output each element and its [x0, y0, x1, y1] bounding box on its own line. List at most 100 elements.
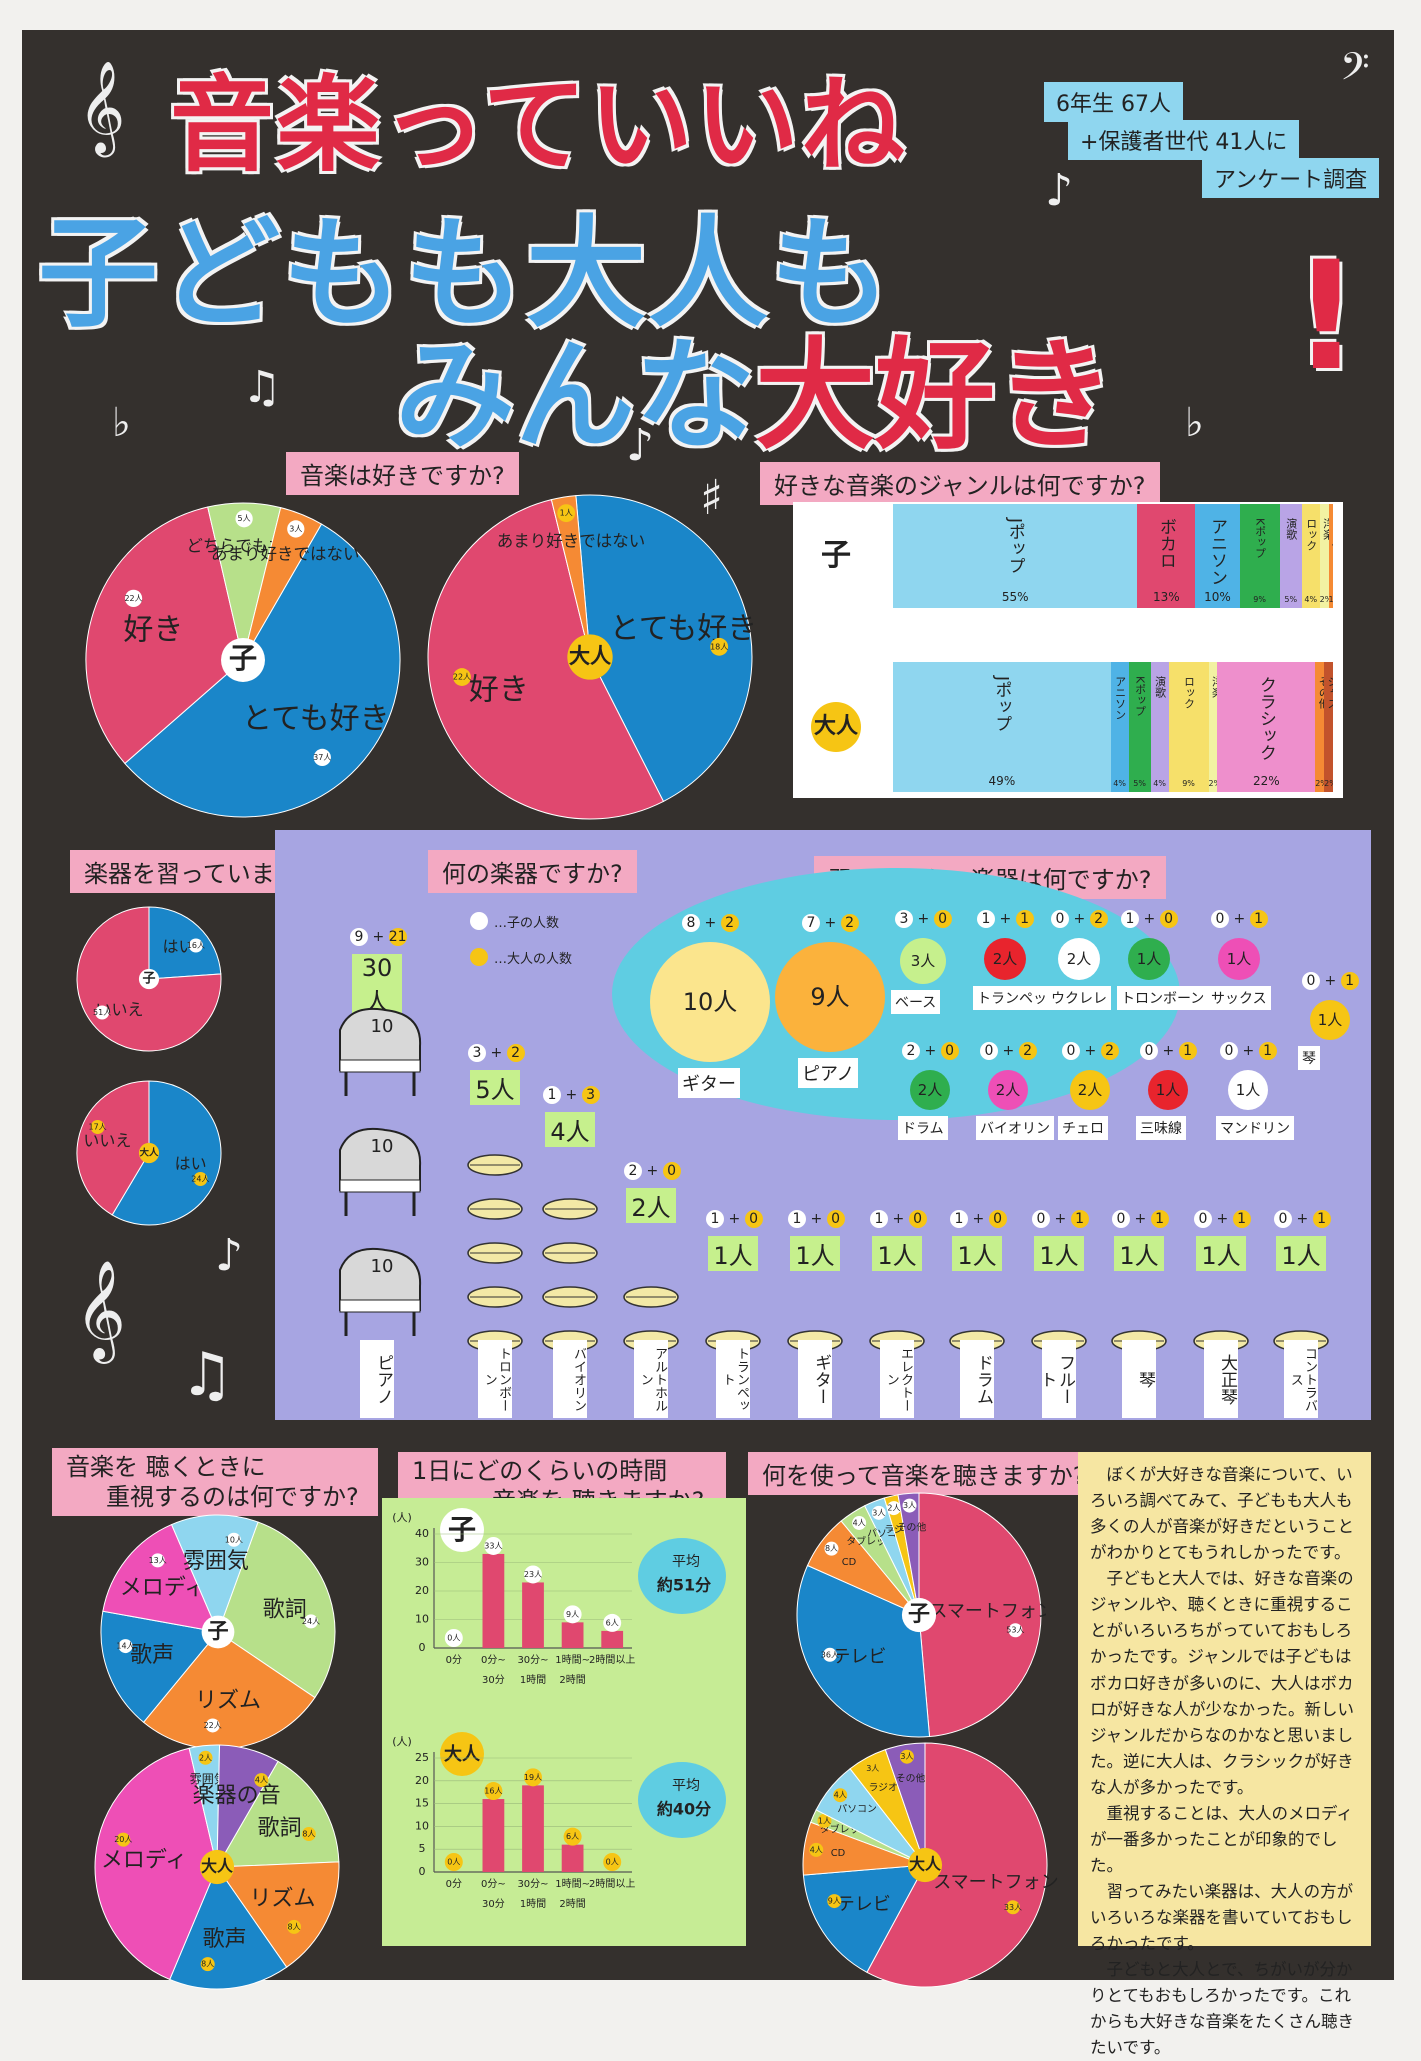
adult-count: 1	[1015, 910, 1034, 928]
want-ball: 2人	[988, 1070, 1028, 1110]
bar-x-tick: 30分	[482, 1674, 505, 1686]
pie-value-label: 8人	[288, 1922, 301, 1931]
want-count-pair: 0 + 1	[1302, 972, 1359, 990]
genre-segment-value: 2%	[1319, 595, 1329, 604]
genre-segment-value: 9%	[1182, 779, 1195, 788]
want-instrument-label: 三味線	[1136, 1116, 1186, 1140]
pie-value-badge	[453, 668, 471, 686]
bar-x-tick: 1時間~	[555, 1878, 590, 1890]
pie-slice-label: 好き	[123, 613, 183, 648]
pie-slice	[111, 1080, 222, 1226]
pie-value-label: 51人	[93, 1008, 111, 1017]
instrument-icon	[539, 1238, 601, 1268]
want-instrument-label: マンドリン	[1216, 1116, 1294, 1140]
essay-paragraph-2: 子どもと大人では、好きな音楽のジャンルや、聴くときに重視することがいろいろちがっ…	[1090, 1569, 1354, 1797]
genre-segment-label: Jポップ	[1004, 518, 1025, 575]
pie-group-label: 子	[908, 1602, 930, 1627]
pie-slice	[897, 1492, 920, 1616]
pie-value-label: 20人	[114, 1835, 132, 1844]
pie-value-label: 8人	[825, 1544, 838, 1553]
genre-segment-label: 演歌	[1284, 518, 1298, 540]
average-badge	[638, 1762, 726, 1838]
pie-value-badge	[833, 1788, 848, 1803]
adult-count: 0	[744, 1210, 763, 1228]
pie-value-badge	[200, 1957, 215, 1972]
pie-value-badge	[1005, 1900, 1020, 1915]
pie-slice	[102, 1523, 219, 1633]
genre-bar-segment: アニソン 10%	[1195, 504, 1240, 608]
essay-paragraph-4: 習ってみたい楽器は、大人の方がいろいろな楽器を書いていておもしろかったです。	[1090, 1882, 1354, 1954]
pie-device-adult: スマートフォン33人テレビ9人CD4人タブレット1人パソコン4人ラジオ3人その他…	[802, 1742, 1059, 1988]
adult-count: 0	[933, 910, 952, 928]
average-badge	[638, 1538, 726, 1614]
piano-icon: 10	[330, 1240, 430, 1340]
instrument-icon	[464, 1238, 526, 1268]
adult-count: 1	[1340, 972, 1359, 990]
learned-total: 1人	[1034, 1236, 1084, 1271]
instrument-sketch	[542, 1242, 598, 1264]
want-ball: 2人	[1058, 938, 1100, 980]
pie-value-badge	[235, 510, 253, 528]
want-count-pair: 0 + 1	[1211, 910, 1268, 928]
adult-count: 1	[1070, 1210, 1089, 1228]
genre-bar-segment: ロック 9%	[1168, 662, 1209, 792]
bar-value-label: 0人	[606, 1858, 619, 1867]
learned-count-pair: 1 + 3	[543, 1086, 600, 1104]
pie-value-label: 2人	[887, 1504, 900, 1513]
learned-total: 5人	[470, 1070, 520, 1105]
bar-x-tick: 1時間~	[555, 1654, 590, 1666]
pie-center	[199, 1849, 235, 1885]
adult-count: 0	[826, 1210, 845, 1228]
pie-slice-label: その他	[896, 1771, 926, 1784]
pie-value-label: 1人	[560, 509, 573, 518]
bar-y-tick: 20	[415, 1584, 429, 1597]
child-count: 1	[1121, 910, 1139, 928]
pie-slice-label: テレビ	[837, 1894, 891, 1915]
pie-value-badge	[150, 1553, 165, 1568]
bar-value-badge	[524, 1565, 542, 1584]
pie-group-label: 子	[207, 1618, 228, 1643]
pie-group-label: 子	[229, 642, 257, 675]
bar	[482, 1799, 505, 1872]
instrument-icon	[620, 1282, 682, 1312]
child-count: 2	[902, 1042, 920, 1060]
learned-instrument-label: ドラム	[960, 1340, 994, 1418]
pie-value-badge	[817, 1813, 832, 1828]
bar-x-tick: 2時間	[559, 1674, 585, 1686]
genre-segment-label: 演歌	[1153, 676, 1167, 698]
pie-slice-label: ラジオ	[868, 1782, 897, 1794]
bar-value-badge	[484, 1536, 503, 1555]
bar	[561, 1622, 584, 1648]
genre-bar-segment: その他 1%	[1328, 504, 1333, 608]
learned-count-pair: 0 + 1	[1032, 1210, 1089, 1228]
pie-value-badge	[193, 1171, 208, 1186]
genre-segment-label: ジャズ	[1326, 676, 1333, 709]
genre-bar-segment: Jポップ 49%	[893, 662, 1111, 792]
pie-value-badge	[902, 1498, 917, 1513]
adult-count: 2	[1100, 1042, 1119, 1060]
pie-slice-label: 楽器の音	[193, 1783, 281, 1808]
child-count: 1	[706, 1210, 724, 1228]
bar-y-tick: 5	[419, 1842, 426, 1855]
instrument-sketch	[467, 1242, 523, 1264]
genre-segment-value: 4%	[1113, 779, 1126, 788]
pie-slice-label: メロディ	[101, 1848, 187, 1873]
bar	[601, 1630, 624, 1648]
learned-instrument-label: ギター	[798, 1340, 832, 1418]
legend-child-label: …子の人数	[494, 916, 560, 931]
learned-instrument-label: フルート	[1036, 1340, 1076, 1418]
pie-slice-label: とても好き	[242, 701, 390, 736]
adult-count: 2	[1089, 910, 1108, 928]
legend-child-dot	[470, 912, 488, 930]
question-importance: 音楽を 聴くときに 重視するのは何ですか?	[52, 1448, 378, 1516]
child-count: 0	[1211, 910, 1229, 928]
pie-value-label: 10人	[225, 1535, 243, 1544]
pie-center	[221, 638, 265, 682]
bar-y-tick: 20	[415, 1774, 429, 1787]
pie-slice-label: 雰囲気	[190, 1771, 226, 1786]
bar-value-badge	[524, 1768, 542, 1787]
bar-x-tick: 30分~	[517, 1878, 548, 1890]
pie-value-badge	[1008, 1623, 1023, 1638]
adult-count: 0	[988, 1210, 1007, 1228]
pie-value-label: 4人	[834, 1791, 847, 1800]
